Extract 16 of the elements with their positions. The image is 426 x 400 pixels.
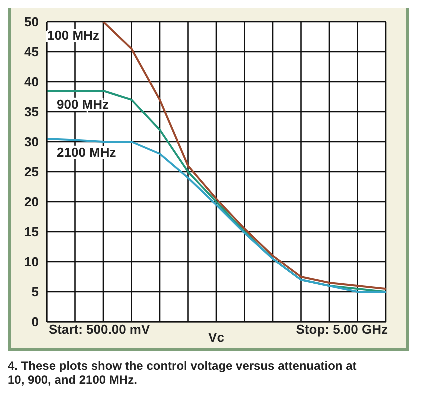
y-tick-label: 20 [24,194,39,210]
y-tick-label: 15 [24,224,39,240]
y-tick-label: 45 [24,44,39,60]
y-tick-label: 30 [24,134,39,150]
y-tick-label: 40 [24,74,39,90]
y-tick-label: 10 [24,254,39,270]
line-series [46,138,387,293]
annotation: Stop: 5.00 GHz [296,322,388,337]
y-tick-label: 25 [24,164,39,180]
text: 4. These plots show the control voltage versus attenuation at 10, 900, and 2100 MHz. [8,359,358,387]
y-tick-label: 35 [24,104,39,120]
y-tick-label: 0 [32,314,39,330]
y-tick-label: 50 [24,14,39,30]
x-axis-title: Vc [208,330,224,345]
y-tick-label: 5 [32,284,39,300]
annotation: Start: 500.00 mV [49,322,150,337]
